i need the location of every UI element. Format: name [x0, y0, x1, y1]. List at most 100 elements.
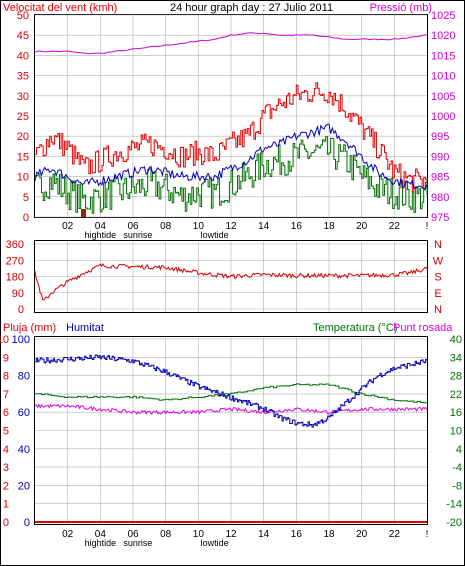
wind-series: [34, 32, 428, 214]
tick-label: 180: [6, 272, 24, 284]
tick-label: 5: [3, 426, 9, 438]
x-tick-label: 08: [160, 221, 172, 232]
tick-label: 34: [450, 352, 462, 364]
wind-grid: [35, 14, 427, 218]
x-tick-label: 12: [225, 221, 237, 232]
series-mitjana: [34, 123, 428, 191]
tick-label: 10: [0, 334, 9, 346]
tick-label: 0: [24, 517, 30, 529]
tick-label: 990: [431, 151, 449, 163]
tick-label: 985: [431, 172, 449, 184]
x-tick-label: 08: [160, 529, 172, 540]
tick-label: -14: [446, 499, 462, 511]
tick-label: 35: [17, 71, 29, 83]
tick-label: 45: [17, 30, 29, 42]
x-tick-label: 14: [258, 529, 270, 540]
tick-label: 1025: [431, 10, 455, 22]
x-tick-label: 06: [127, 221, 139, 232]
rain-marker: [81, 209, 86, 217]
series-pressi-: [34, 32, 428, 55]
tick-label: 5: [23, 192, 29, 204]
x-tick-label: 16: [291, 529, 303, 540]
tick-label: 30: [17, 91, 29, 103]
tick-label: 1005: [431, 91, 455, 103]
x-tick-label: 20: [356, 221, 368, 232]
tick-label: 40: [450, 334, 462, 346]
series-humitat: [35, 354, 428, 428]
pressure-axis-title: Pressió (mb): [370, 2, 432, 14]
x-tick-end: !: [426, 529, 429, 540]
tick-label: 10: [450, 426, 462, 438]
tick-label: 28: [450, 371, 462, 383]
x-tick-label: 04: [95, 221, 107, 232]
x-tick-label: 04: [95, 529, 107, 540]
tick-label: 15: [17, 151, 29, 163]
compass-letter: W: [433, 255, 444, 267]
tick-label: 40: [17, 50, 29, 62]
humidity-grid: [35, 337, 427, 524]
x-tick-label: 10: [193, 529, 205, 540]
tick-label: 22: [450, 389, 462, 401]
tick-label: 3: [3, 462, 9, 474]
tick-label: 20: [17, 131, 29, 143]
x-annotation-sunrise: sunrise: [123, 230, 152, 240]
tick-label: 8: [3, 371, 9, 383]
tick-label: 16: [450, 407, 462, 419]
tick-label: 270: [6, 255, 24, 267]
tick-label: 1: [3, 499, 9, 511]
tick-label: 60: [18, 407, 30, 419]
tick-label: 980: [431, 192, 449, 204]
tick-label: 0: [18, 304, 24, 316]
humidity-series: [34, 354, 428, 523]
temperature-right-ticks: -20 -14 -8 -4 4 10 16 22 28 34 40: [446, 334, 462, 529]
x-tick-label: 02: [62, 529, 74, 540]
x-annotation-lowtide: lowtide: [201, 538, 229, 548]
tick-label: 90: [12, 288, 24, 300]
tick-label: -8: [452, 480, 462, 492]
tick-label: 995: [431, 131, 449, 143]
compass-letter: E: [434, 288, 441, 300]
humidity-x-ticks: 02 04 06 08 10 12 14 16 18 20 22 ! hightide sunrise lo…: [62, 529, 428, 548]
temperature-axis-title: Temperatura (°C): [313, 322, 397, 334]
tick-label: 0: [23, 212, 29, 224]
tick-label: -4: [452, 462, 462, 474]
tick-label: 80: [18, 371, 30, 383]
direction-series: [34, 263, 428, 301]
x-tick-label: 02: [62, 221, 74, 232]
x-annotation-sunrise: sunrise: [123, 538, 152, 548]
tick-label: 1000: [431, 111, 455, 123]
tick-label: 9: [3, 352, 9, 364]
direction-grid: [35, 241, 427, 312]
humidity-axis-title: Humitat: [66, 322, 104, 334]
wind-x-ticks: 02 04 06 08 10 12 14 16 18 20 22 ! hightide sunrise lo…: [62, 221, 428, 240]
tick-label: 0: [3, 517, 9, 529]
tick-label: 1020: [431, 30, 455, 42]
wind-axis-title: Velocitat del vent (kmh): [3, 2, 117, 14]
series-punt-rosada: [34, 403, 428, 416]
tick-label: 50: [17, 10, 29, 22]
graph-title: 24 hour graph day : 27 Julio 2011: [170, 2, 333, 14]
tick-label: 40: [18, 444, 30, 456]
series-direcci-: [34, 263, 428, 301]
series-velocitat-del-vent: [35, 82, 428, 193]
compass-letter: S: [434, 272, 441, 284]
x-tick-end: !: [426, 221, 429, 232]
x-annotation-hightide: hightide: [85, 230, 117, 240]
direction-left-ticks: 0 90 180 270 360: [6, 239, 24, 316]
tick-label: 4: [456, 444, 462, 456]
rain-axis-title: Pluja (mm): [3, 322, 56, 334]
tick-label: 975: [431, 212, 449, 224]
tick-label: 25: [17, 111, 29, 123]
x-annotation-hightide: hightide: [85, 538, 117, 548]
tick-label: 360: [6, 239, 24, 251]
tick-label: 2: [3, 480, 9, 492]
x-tick-label: 16: [291, 221, 303, 232]
x-tick-label: 22: [389, 221, 401, 232]
x-tick-label: 12: [225, 529, 237, 540]
tick-label: 4: [3, 444, 9, 456]
x-tick-label: 18: [323, 221, 335, 232]
